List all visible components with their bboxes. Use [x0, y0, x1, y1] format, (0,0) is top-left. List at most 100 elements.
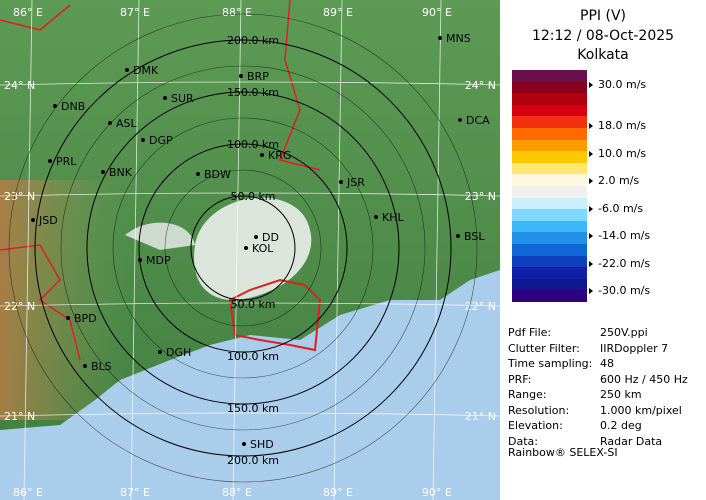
city-label: KHL: [382, 211, 404, 224]
lon-label: 88° E: [222, 486, 252, 499]
scale-band: [512, 290, 587, 303]
meridian: [333, 0, 343, 500]
lon-label: 88° E: [222, 6, 252, 19]
meridian: [130, 0, 140, 500]
meta-key: Resolution:: [508, 403, 570, 417]
scale-tick: [589, 206, 593, 212]
city-dot: [254, 235, 258, 239]
coast-border: [228, 278, 322, 352]
panel-time: 12:12 / 08-Oct-2025: [531, 28, 675, 44]
range-ring: [34, 39, 452, 457]
meta-value: 250V.ppi: [600, 326, 648, 339]
ring-label: 50.0 km: [230, 190, 275, 203]
city-dot: [66, 316, 70, 320]
ring-label: 200.0 km: [227, 34, 279, 47]
city-dot: [244, 246, 248, 250]
city-label: MNS: [446, 32, 471, 45]
scale-tick: [589, 178, 593, 184]
city-label: DMK: [133, 64, 159, 77]
ring-label: 200.0 km: [227, 454, 279, 467]
meta-value: Radar Data: [600, 434, 663, 448]
city-label: SUR: [171, 92, 194, 105]
scale-tick: [589, 123, 593, 129]
meta-key: Pdf File:: [508, 326, 552, 339]
city-dot: [458, 118, 462, 122]
city-dot: [158, 350, 162, 354]
parallel: [0, 81, 500, 86]
ring-label: 50.0 km: [230, 298, 275, 311]
range-ring: [164, 169, 322, 327]
city-dot: [242, 442, 246, 446]
city-label: BRP: [247, 70, 269, 83]
city-dot: [374, 215, 378, 219]
scale-tick: [589, 151, 593, 157]
city-dot: [339, 180, 343, 184]
ring-label: 150.0 km: [227, 86, 279, 99]
scale-band: [512, 93, 587, 106]
scale-band: [512, 139, 587, 152]
meridian: [232, 0, 242, 500]
lat-label: 23° N: [4, 190, 35, 203]
meta-value: IIRDoppler 7: [600, 341, 669, 355]
meridian: [23, 0, 33, 500]
radar-echo: [194, 197, 312, 300]
scale-tick: [589, 261, 593, 267]
city-label: DGP: [149, 134, 173, 147]
city-dot: [53, 104, 57, 108]
scale-label: -6.0 m/s: [598, 202, 644, 215]
scale-band: [512, 197, 587, 210]
radar-map: 86° E 86° E 87° E 87° E 88° E 88° E 89° E 89° E…: [0, 0, 500, 500]
meta-key: Range:: [508, 388, 547, 401]
scale-label: -14.0 m/s: [598, 229, 651, 242]
city-label: PRL: [56, 155, 77, 168]
scale-band: [512, 116, 587, 129]
range-ring: [190, 195, 296, 301]
city-dot: [239, 74, 243, 78]
ring-label: 100.0 km: [227, 138, 279, 151]
city-label: JSD: [38, 214, 58, 227]
city-label: JSR: [346, 176, 365, 189]
highlands: [0, 180, 130, 420]
parallel: [0, 412, 500, 417]
scale-band: [512, 209, 587, 222]
meta-value: 250 km: [600, 388, 642, 401]
scale-band: [512, 220, 587, 233]
city-dot: [48, 159, 52, 163]
city-label: DNB: [61, 100, 85, 113]
lon-label: 89° E: [323, 6, 353, 19]
city-label: BSL: [464, 230, 485, 243]
meta-key: Elevation:: [508, 419, 563, 432]
ring-label: 100.0 km: [227, 350, 279, 363]
city-label: DD: [262, 231, 279, 244]
city-dot: [138, 258, 142, 262]
scale-band: [512, 278, 587, 291]
city-dot: [141, 138, 145, 142]
city-dot: [260, 153, 264, 157]
meta-value: 1.000 km/pixel: [600, 403, 682, 417]
scale-tick: [589, 82, 593, 88]
city-dot: [456, 234, 460, 238]
meta-value: 0.2 deg: [600, 419, 642, 432]
city-label: DCA: [466, 114, 490, 127]
scale-label: -30.0 m/s: [598, 284, 651, 297]
city-label: KOL: [252, 242, 274, 255]
meta-value: 600 Hz / 450 Hz: [600, 372, 688, 386]
radar-echo: [125, 222, 195, 250]
city-dot: [438, 36, 442, 40]
meta-value: 48: [600, 357, 614, 370]
city-dot: [101, 170, 105, 174]
scale-band: [512, 232, 587, 245]
footer: Rainbow® SELEX-SI: [508, 446, 618, 459]
range-ring: [60, 65, 426, 431]
scale-band: [512, 151, 587, 164]
city-label: MDP: [146, 254, 171, 267]
lon-label: 90° E: [422, 486, 452, 499]
lat-label: 21° N: [4, 410, 35, 423]
city-dot: [163, 96, 167, 100]
lat-label: 24° N: [4, 79, 35, 92]
city-label: BDW: [204, 168, 231, 181]
scale-label: 2.0 m/s: [598, 174, 640, 187]
range-ring: [8, 13, 478, 483]
lon-label: 86° E: [13, 6, 43, 19]
meta-key: Data:: [508, 434, 538, 448]
